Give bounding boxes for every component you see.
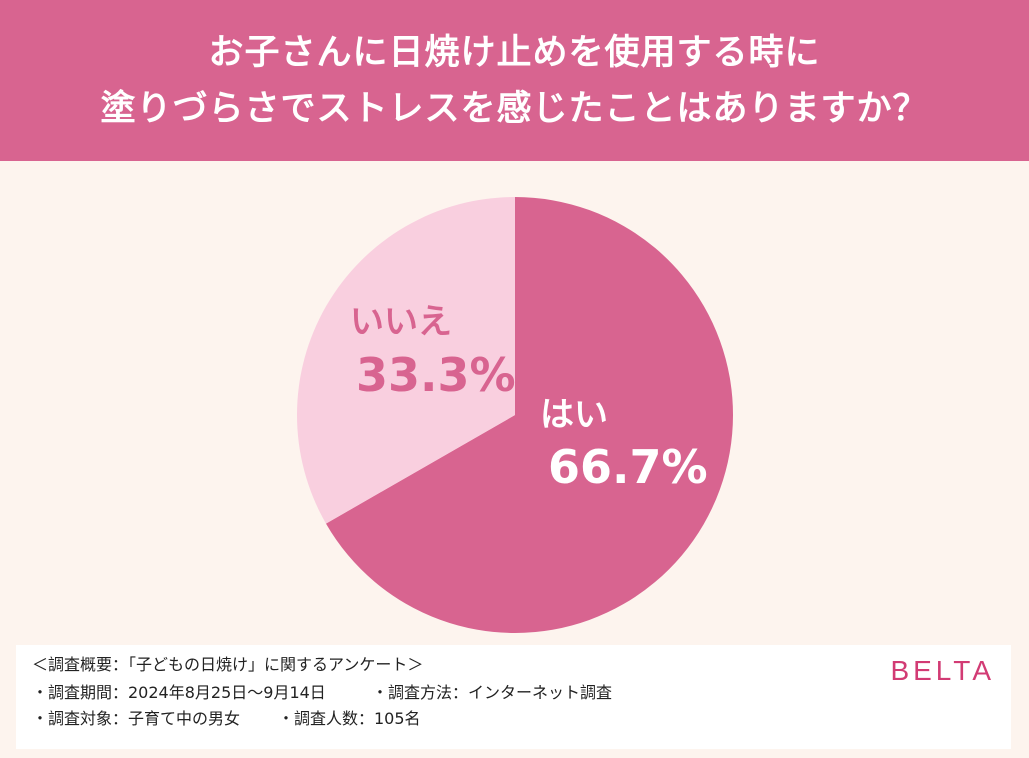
pie-chart-area: はい 66.7% いいえ 33.3%	[0, 161, 1029, 645]
survey-period: ・調査期間：2024年8月25日〜9月14日	[32, 683, 326, 702]
slice-label-yes: はい	[540, 395, 608, 435]
pie-slice-yes	[325, 197, 733, 633]
pie-chart: はい 66.7% いいえ 33.3%	[297, 197, 733, 633]
survey-target: ・調査対象：子育て中の男女	[32, 709, 241, 728]
title-banner: お子さんに日焼け止めを使用する時に 塗りづらさでストレスを感じたことはありますか…	[0, 0, 1029, 161]
brand-logo: BELTA	[890, 655, 995, 686]
survey-count: ・調査人数：105名	[278, 709, 421, 728]
slice-value-no: 33.3%	[356, 348, 516, 402]
title-line-2: 塗りづらさでストレスを感じたことはありますか？	[100, 88, 929, 129]
survey-footer: ＜調査概要：「子どもの日焼け」に関するアンケート＞ ・調査期間：2024年8月2…	[16, 645, 1011, 749]
title-line-1: お子さんに日焼け止めを使用する時に	[208, 32, 821, 73]
survey-overview: ＜調査概要：「子どもの日焼け」に関するアンケート＞	[32, 655, 424, 674]
survey-method: ・調査方法：インターネット調査	[372, 683, 613, 702]
slice-label-no: いいえ	[350, 302, 452, 342]
pie-slice-no	[297, 197, 515, 524]
slice-value-yes: 66.7%	[548, 440, 708, 494]
